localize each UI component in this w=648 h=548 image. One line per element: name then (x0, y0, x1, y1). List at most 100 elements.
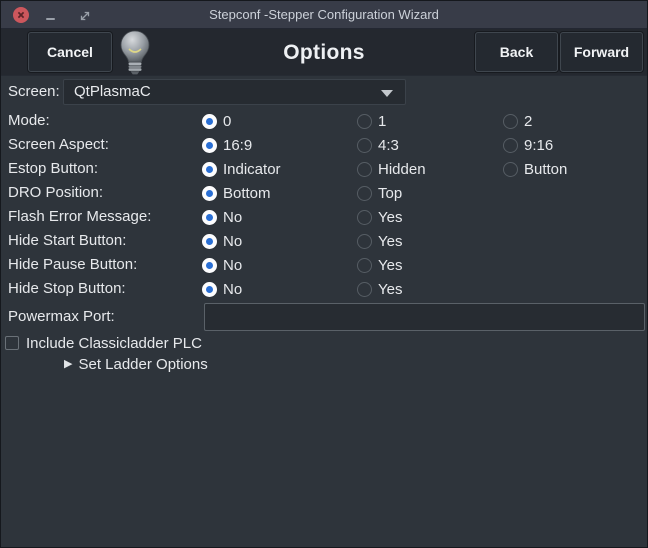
radio-row-label: Hide Stop Button: (8, 280, 126, 297)
powermax-port-input[interactable] (204, 303, 645, 331)
classicladder-label: Include Classicladder PLC (26, 334, 202, 352)
radio-option-label: No (223, 232, 243, 250)
page-title: Options (283, 41, 365, 64)
radio-row-label: Flash Error Message: (8, 208, 152, 225)
radio-row: DRO Position: Bottom Top (1, 181, 647, 205)
classicladder-row[interactable]: Include Classicladder PLC (5, 334, 202, 352)
screen-combobox[interactable]: QtPlasmaC (63, 79, 406, 105)
radio-selected-icon[interactable] (202, 257, 217, 273)
radio-unselected-icon[interactable] (357, 113, 372, 129)
window-title: Stepconf -Stepper Configuration Wizard (209, 7, 439, 22)
radio-unselected-icon[interactable] (357, 137, 372, 153)
triangle-right-icon: ▶ (64, 357, 73, 370)
radio-row: Hide Start Button: No Yes (1, 229, 647, 253)
screen-row: Screen: QtPlasmaC (1, 79, 647, 105)
radio-option[interactable]: Hidden (357, 157, 426, 181)
radio-row-label: Hide Start Button: (8, 232, 127, 249)
radio-option[interactable]: 2 (503, 109, 532, 133)
lightbulb-icon (117, 30, 153, 76)
radio-option-label: 4:3 (378, 136, 399, 154)
radio-option-label: No (223, 280, 243, 298)
screen-label: Screen: (8, 83, 60, 100)
radio-option-label: Yes (378, 256, 403, 274)
radio-option[interactable]: Top (357, 181, 402, 205)
radio-option[interactable]: No (202, 205, 242, 229)
radio-row: Estop Button: Indicator Hidden Button (1, 157, 647, 181)
radio-option-label: 1 (378, 112, 387, 130)
radio-selected-icon[interactable] (202, 209, 217, 225)
radio-option[interactable]: 16:9 (202, 133, 252, 157)
radio-option-label: 16:9 (223, 136, 253, 154)
ladder-options-label: Set Ladder Options (78, 355, 208, 373)
radio-row: Hide Pause Button: No Yes (1, 253, 647, 277)
radio-unselected-icon[interactable] (357, 209, 372, 225)
titlebar: Stepconf -Stepper Configuration Wizard (1, 1, 647, 29)
close-button[interactable] (13, 7, 29, 23)
classicladder-checkbox[interactable] (5, 336, 19, 350)
radio-option[interactable]: 4:3 (357, 133, 399, 157)
options-form: Screen: QtPlasmaC Mode: 0 1 2 Screen Aspect:… (1, 76, 647, 547)
radio-option-label: Button (524, 160, 568, 178)
radio-selected-icon[interactable] (202, 113, 217, 129)
radio-row: Screen Aspect: 16:9 4:3 9:16 (1, 133, 647, 157)
radio-selected-icon[interactable] (202, 137, 217, 153)
radio-option[interactable]: Yes (357, 229, 402, 253)
radio-option-label: 2 (524, 112, 533, 130)
radio-option-label: Yes (378, 208, 403, 226)
radio-option-label: Yes (378, 280, 403, 298)
radio-row-label: Screen Aspect: (8, 136, 109, 153)
radio-row: Hide Stop Button: No Yes (1, 277, 647, 301)
radio-unselected-icon[interactable] (503, 137, 518, 153)
radio-row: Flash Error Message: No Yes (1, 205, 647, 229)
radio-unselected-icon[interactable] (357, 161, 372, 177)
radio-option[interactable]: Yes (357, 205, 402, 229)
cancel-button[interactable]: Cancel (28, 32, 112, 72)
powermax-port-label: Powermax Port: (8, 308, 115, 325)
radio-option-label: Yes (378, 232, 403, 250)
radio-option[interactable]: 9:16 (503, 133, 553, 157)
close-icon (17, 11, 25, 19)
minimize-icon (45, 18, 55, 20)
radio-option[interactable]: Indicator (202, 157, 281, 181)
radio-selected-icon[interactable] (202, 233, 217, 249)
radio-option-label: No (223, 208, 243, 226)
radio-row-label: Hide Pause Button: (8, 256, 138, 273)
radio-row-label: Mode: (8, 112, 50, 129)
radio-row: Mode: 0 1 2 (1, 109, 647, 133)
radio-option[interactable]: Yes (357, 277, 402, 301)
radio-option-label: 0 (223, 112, 232, 130)
radio-unselected-icon[interactable] (357, 257, 372, 273)
radio-option-label: No (223, 256, 243, 274)
radio-option[interactable]: No (202, 277, 242, 301)
radio-option[interactable]: Button (503, 157, 567, 181)
wizard-header: Options Cancel Back Forward (1, 29, 647, 76)
radio-selected-icon[interactable] (202, 281, 217, 297)
forward-button[interactable]: Forward (560, 32, 643, 72)
radio-unselected-icon[interactable] (503, 113, 518, 129)
radio-unselected-icon[interactable] (503, 161, 518, 177)
ladder-options-expander[interactable]: ▶ Set Ladder Options (64, 355, 208, 373)
back-button[interactable]: Back (475, 32, 558, 72)
radio-option-label: Hidden (378, 160, 426, 178)
radio-unselected-icon[interactable] (357, 233, 372, 249)
minimize-button[interactable] (43, 9, 57, 21)
radio-unselected-icon[interactable] (357, 281, 372, 297)
screen-combobox-value: QtPlasmaC (74, 83, 151, 100)
chevron-down-icon (381, 90, 393, 97)
radio-option-label: 9:16 (524, 136, 554, 154)
maximize-button[interactable] (79, 9, 91, 21)
radio-unselected-icon[interactable] (357, 185, 372, 201)
radio-option[interactable]: Bottom (202, 181, 271, 205)
radio-option[interactable]: Yes (357, 253, 402, 277)
radio-option[interactable]: 1 (357, 109, 386, 133)
radio-option[interactable]: 0 (202, 109, 231, 133)
radio-option-label: Bottom (223, 184, 271, 202)
maximize-icon (80, 11, 90, 21)
radio-option[interactable]: No (202, 253, 242, 277)
radio-row-label: Estop Button: (8, 160, 99, 177)
radio-selected-icon[interactable] (202, 161, 217, 177)
radio-option[interactable]: No (202, 229, 242, 253)
radio-selected-icon[interactable] (202, 185, 217, 201)
radio-option-label: Top (378, 184, 403, 202)
